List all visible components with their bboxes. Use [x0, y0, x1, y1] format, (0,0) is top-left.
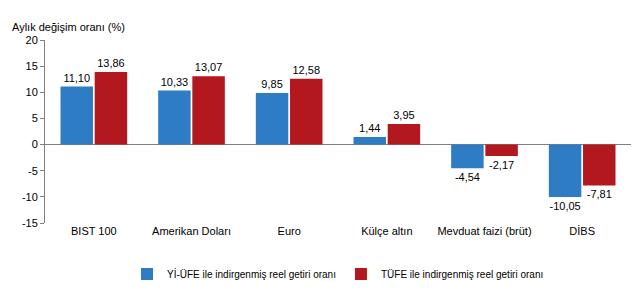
svg-text:9,85: 9,85 [261, 78, 282, 90]
svg-text:-10,05: -10,05 [549, 200, 580, 212]
svg-text:3,95: 3,95 [393, 109, 414, 121]
svg-text:0: 0 [32, 138, 38, 150]
svg-text:-4,54: -4,54 [455, 171, 480, 183]
svg-text:-2,17: -2,17 [489, 159, 514, 171]
svg-text:15: 15 [26, 60, 38, 72]
svg-text:12,58: 12,58 [292, 64, 320, 76]
svg-text:13,07: 13,07 [195, 61, 223, 73]
svg-text:TÜFE ile indirgenmiş reel geti: TÜFE ile indirgenmiş reel getiri oranı [381, 269, 543, 280]
svg-text:Euro: Euro [278, 225, 301, 237]
svg-text:Aylık değişim oranı (%): Aylık değişim oranı (%) [12, 21, 125, 33]
svg-text:BIST 100: BIST 100 [71, 225, 117, 237]
svg-text:10: 10 [26, 86, 38, 98]
svg-text:-5: -5 [28, 165, 38, 177]
svg-text:Yİ-ÜFE ile indirgenmiş reel ge: Yİ-ÜFE ile indirgenmiş reel getiri oranı [167, 268, 336, 280]
svg-text:-15: -15 [22, 217, 38, 229]
svg-text:13,86: 13,86 [97, 57, 125, 69]
svg-text:DİBS: DİBS [569, 225, 595, 237]
svg-text:-7,81: -7,81 [587, 188, 612, 200]
svg-text:-10: -10 [22, 191, 38, 203]
svg-text:5: 5 [32, 112, 38, 124]
svg-text:11,10: 11,10 [63, 72, 90, 84]
svg-text:Amerikan Doları: Amerikan Doları [152, 225, 231, 237]
svg-text:Külçe altın: Külçe altın [361, 225, 412, 237]
svg-text:10,33: 10,33 [161, 76, 189, 88]
svg-text:Mevduat faizi (brüt): Mevduat faizi (brüt) [437, 225, 531, 237]
svg-text:20: 20 [26, 34, 38, 46]
svg-text:1,44: 1,44 [359, 122, 380, 134]
